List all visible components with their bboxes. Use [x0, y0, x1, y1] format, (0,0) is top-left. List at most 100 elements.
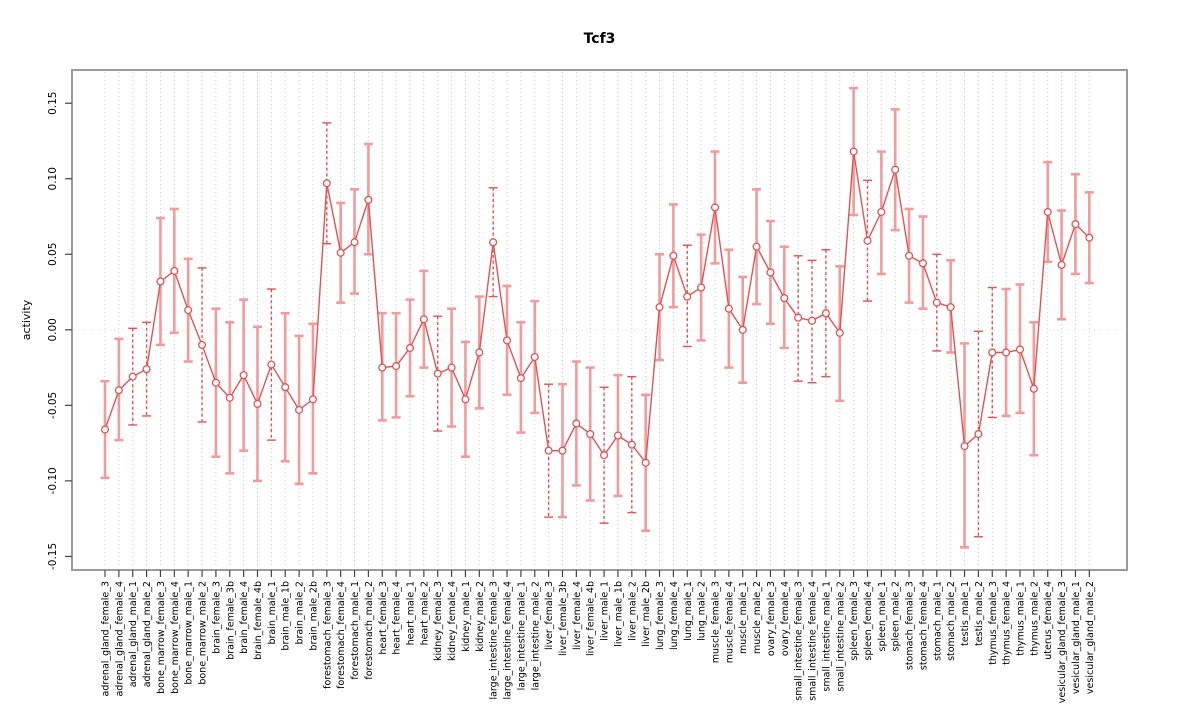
data-point — [780, 294, 789, 303]
x-tick-label: vesicular_gland_male_1 — [1071, 581, 1082, 694]
y-tick-label: -0.10 — [47, 467, 59, 494]
x-tick-label: kidney_female_3 — [433, 581, 444, 661]
data-point — [225, 393, 234, 402]
data-point — [738, 325, 747, 334]
x-tick-label: muscle_male_2 — [752, 581, 763, 654]
data-point — [627, 440, 636, 449]
x-tick-label: liver_female_3 — [544, 581, 555, 650]
data-point — [849, 147, 858, 156]
data-point — [253, 399, 262, 408]
plot-border — [71, 69, 1128, 571]
data-point — [405, 343, 415, 352]
x-tick-label: muscle_female_4 — [724, 581, 735, 663]
x-tick-label: liver_male_1 — [600, 581, 611, 641]
data-point — [613, 431, 622, 440]
x-tick-label: vesicular_gland_male_2 — [1085, 581, 1096, 694]
x-tick-label: lung_male_2 — [697, 581, 708, 641]
x-tick-label: brain_male_2b — [308, 581, 319, 651]
x-tick-label: stomach_female_4 — [918, 581, 929, 670]
data-point — [724, 304, 733, 313]
data-point — [1071, 220, 1080, 229]
x-tick-label: ovary_female_4 — [780, 581, 791, 656]
data-point — [600, 451, 609, 460]
y-tick-label: 0.05 — [47, 243, 59, 266]
data-point — [918, 259, 927, 268]
x-tick-label: adrenal_gland_male_1 — [128, 581, 139, 687]
x-tick-label: large_intestine_female_4 — [503, 581, 514, 700]
x-tick-label: liver_female_4 — [572, 581, 583, 650]
x-tick-label: heart_male_1 — [405, 581, 416, 645]
data-point — [641, 458, 650, 467]
x-tick-label: small_intestine_male_2 — [835, 581, 846, 692]
data-point — [502, 336, 512, 345]
data-point — [1029, 384, 1038, 393]
data-point — [197, 340, 207, 349]
chart-title: Tcf3 — [583, 31, 616, 47]
x-tick-label: forestomach_female_3 — [322, 581, 333, 689]
data-point — [516, 374, 525, 383]
data-point — [350, 238, 359, 247]
data-point — [433, 369, 442, 378]
data-point — [683, 292, 692, 301]
x-tick-label: heart_male_2 — [419, 581, 430, 645]
data-point — [891, 165, 900, 174]
data-point — [807, 316, 817, 325]
data-point — [392, 362, 401, 371]
x-tick-label: thymus_female_4 — [1002, 581, 1013, 665]
data-point — [946, 303, 955, 312]
x-tick-label: spleen_male_2 — [891, 581, 902, 651]
data-point — [100, 425, 110, 434]
x-tick-label: brain_male_1b — [281, 581, 292, 651]
data-point — [1043, 207, 1052, 217]
data-point — [1002, 348, 1011, 357]
x-tick-label: bone_marrow_female_3 — [156, 581, 167, 694]
x-tick-label: lung_male_1 — [683, 581, 694, 641]
data-point — [821, 309, 830, 318]
data-point — [960, 442, 969, 451]
data-point — [655, 303, 664, 312]
x-tick-label: brain_male_2 — [295, 581, 306, 645]
x-tick-label: liver_female_3b — [558, 581, 569, 656]
data-point — [752, 242, 761, 251]
x-tick-label: large_intestine_male_1 — [516, 581, 527, 690]
x-tick-label: brain_female_4 — [239, 581, 250, 654]
data-point — [142, 365, 151, 374]
data-point — [932, 298, 941, 307]
data-point — [974, 429, 983, 439]
x-tick-label: adrenal_gland_female_3 — [101, 581, 112, 696]
x-tick-label: liver_male_2 — [627, 581, 638, 641]
x-tick-label: spleen_female_4 — [863, 581, 874, 661]
data-point — [794, 313, 803, 322]
data-point — [114, 386, 123, 395]
x-tick-label: small_intestine_male_1 — [821, 581, 832, 692]
data-point — [544, 446, 553, 455]
data-point — [156, 277, 165, 286]
x-tick-label: brain_female_4b — [253, 581, 264, 660]
data-point — [239, 371, 248, 380]
x-tick-label: kidney_male_1 — [461, 581, 472, 652]
data-point — [710, 203, 720, 212]
x-tick-label: brain_male_1 — [267, 581, 278, 645]
y-tick-label: -0.05 — [47, 392, 59, 419]
x-tick-label: stomach_male_1 — [932, 581, 943, 661]
x-tick-label: liver_male_1b — [613, 581, 624, 647]
data-point — [419, 315, 428, 324]
data-point — [447, 363, 456, 372]
data-point — [669, 251, 678, 260]
x-tick-label: testis_male_2 — [974, 581, 985, 646]
x-tick-label: liver_male_2b — [641, 581, 652, 647]
data-point — [128, 372, 137, 381]
x-tick-label: liver_female_4b — [586, 581, 597, 656]
x-tick-label: muscle_female_3 — [710, 581, 721, 663]
x-tick-label: stomach_male_2 — [946, 581, 957, 661]
y-tick-label: -0.15 — [47, 543, 59, 570]
x-tick-label: thymus_male_1 — [1015, 581, 1026, 656]
data-point — [489, 238, 498, 247]
x-tick-label: kidney_female_4 — [447, 581, 458, 661]
data-point — [211, 378, 220, 387]
x-tick-label: thymus_female_3 — [988, 581, 999, 665]
data-point — [1015, 345, 1025, 354]
x-tick-label: bone_marrow_male_2 — [198, 581, 209, 685]
